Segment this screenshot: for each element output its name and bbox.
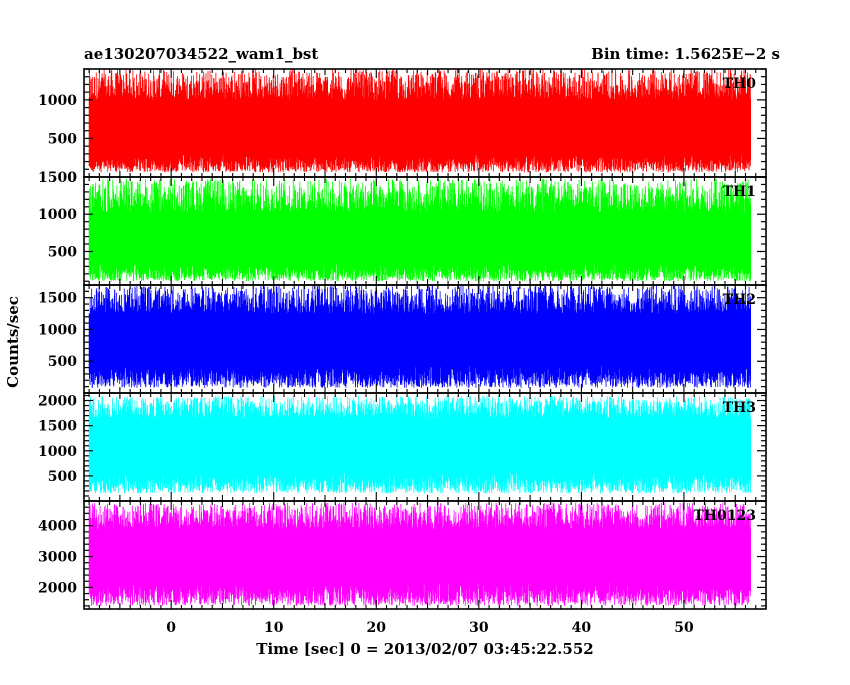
panel-label-th1: TH1	[723, 184, 756, 200]
series-th3	[88, 395, 752, 494]
x-axis-title: Time [sec] 0 = 2013/02/07 03:45:22.552	[256, 640, 593, 658]
y-axis-title: Counts/sec	[4, 296, 22, 388]
panel-label-th0123: TH0123	[693, 508, 756, 524]
series-th0	[88, 69, 752, 173]
series-th1	[88, 178, 752, 282]
y-tick-label-th0123: 2000	[38, 580, 77, 596]
y-tick-label-th2: 1500	[38, 291, 77, 307]
series-th2	[88, 285, 752, 388]
chart-title: ae130207034522_wam1_bst	[84, 45, 318, 63]
x-tick-label: 0	[166, 620, 176, 636]
x-tick-label: 30	[469, 620, 489, 636]
panel-th0: 0 500 1000 TH0	[38, 68, 767, 186]
panel-label-th2: TH2	[723, 292, 756, 308]
panel-th3: 500 1000 1500 2000 TH3	[38, 392, 767, 502]
y-tick-label-th0: 1000	[38, 93, 77, 109]
panel-th2: 500 1000 1500 TH2	[38, 284, 767, 394]
series-th0123	[88, 502, 752, 606]
panel-th0123: 2000 3000 4000 TH0123	[38, 500, 767, 610]
x-tick-label: 40	[572, 620, 592, 636]
y-tick-label-th1: 500	[48, 244, 77, 260]
y-tick-label-th0123: 4000	[38, 519, 77, 535]
y-tick-label-th0: 500	[48, 131, 77, 147]
panel-label-th3: TH3	[723, 400, 756, 416]
y-tick-label-th2: 500	[48, 354, 77, 370]
y-tick-label-th3: 1000	[38, 444, 77, 460]
panel-label-th0: TH0	[723, 76, 757, 92]
x-axis: 0 10 20 30 40 50	[166, 620, 694, 636]
y-tick-label-th1: 1500	[38, 170, 77, 186]
bin-time-label: Bin time: 1.5625E−2 s	[591, 45, 780, 63]
x-tick-label: 10	[264, 620, 284, 636]
y-tick-label-th0123: 3000	[38, 550, 77, 566]
y-tick-label-th3: 500	[48, 469, 77, 485]
panel-frame-th0123	[83, 500, 767, 610]
y-tick-label-th3: 1500	[38, 419, 77, 435]
y-tick-label-th2: 1000	[38, 322, 77, 338]
x-tick-label: 50	[674, 620, 694, 636]
x-tick-label: 20	[367, 620, 387, 636]
y-tick-label-th0: 0	[67, 170, 77, 186]
y-tick-label-th3: 2000	[38, 394, 77, 410]
panel-th1: 500 1000 1500 TH1	[38, 170, 767, 286]
y-tick-label-th1: 1000	[38, 207, 77, 223]
